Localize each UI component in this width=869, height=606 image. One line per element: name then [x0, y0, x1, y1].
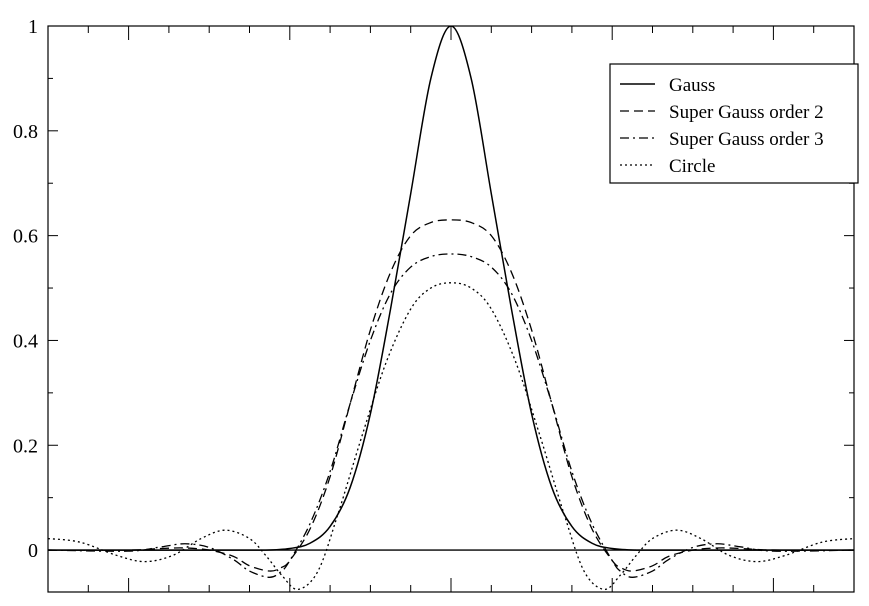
series-line-circle	[48, 282, 854, 591]
legend-box	[609, 63, 859, 184]
legend-label: Super Gauss order 2	[669, 102, 824, 123]
series-line-super-gauss-order-2	[48, 219, 854, 572]
series-group	[48, 26, 854, 591]
y-tick-labels: 0 0.2 0.4 0.6 0.8 1	[13, 16, 38, 562]
y-tick-label: 1	[28, 16, 38, 38]
series-line-gauss	[48, 26, 854, 551]
y-tick-label: 0.6	[13, 226, 38, 248]
y-tick-label: 0.2	[13, 435, 38, 457]
legend: Gauss Super Gauss order 2 Super Gauss orde…	[609, 63, 859, 184]
legend-label: Gauss	[669, 75, 715, 96]
y-tick-label: 0.8	[13, 121, 38, 143]
plot-frame	[47, 25, 855, 593]
legend-label: Circle	[669, 156, 715, 177]
y-tick-label: 0	[28, 540, 38, 562]
y-tick-label: 0.4	[13, 330, 38, 352]
legend-label: Super Gauss order 3	[669, 129, 824, 150]
series-line-super-gauss-order-3	[48, 253, 854, 578]
